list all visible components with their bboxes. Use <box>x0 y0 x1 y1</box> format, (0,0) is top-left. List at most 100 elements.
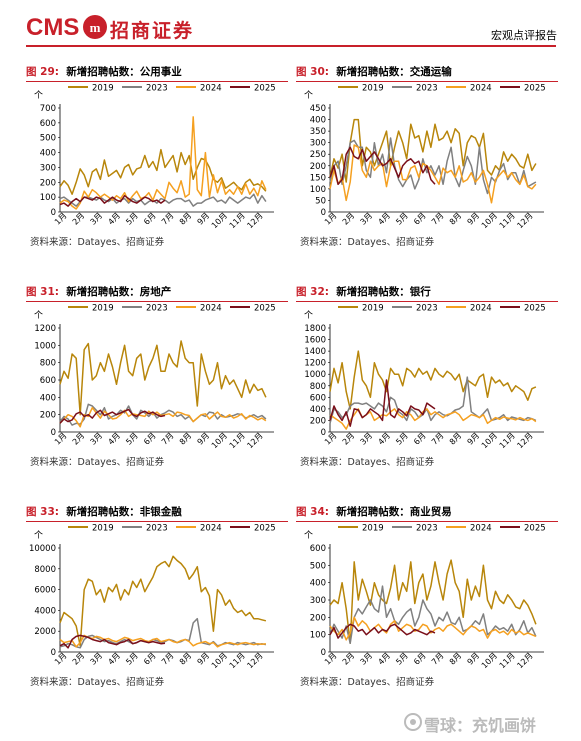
x-tick-label: 11月 <box>498 211 517 230</box>
x-tick-label: 2月 <box>71 211 87 227</box>
legend-label-2023: 2023 <box>146 524 168 534</box>
chart-title: 图 31: 新增招聘帖数：房地产 <box>26 284 288 302</box>
y-axis-unit: 个 <box>34 90 43 101</box>
x-tick-label: 8月 <box>448 211 464 227</box>
x-tick-label: 12月 <box>245 211 264 230</box>
y-tick-label: 400 <box>310 116 326 126</box>
figure-number: 图 30: <box>296 66 329 78</box>
y-axis-unit: 个 <box>304 90 313 101</box>
legend-label-2024: 2024 <box>200 84 222 94</box>
chart-panel-nonbank-finance: 图 33: 新增招聘帖数：非银金融 个 2019 2023 2024 2025 0 2000… <box>26 504 288 704</box>
x-tick-label: 8月 <box>178 431 194 447</box>
y-tick-label: 600 <box>40 376 56 386</box>
y-tick-label: 1800 <box>304 324 326 334</box>
y-tick-label: 6000 <box>34 586 56 596</box>
x-tick-label: 2月 <box>341 651 357 667</box>
legend-label-2025: 2025 <box>524 304 546 314</box>
x-tick-label: 4月 <box>106 651 122 667</box>
y-tick-label: 1200 <box>304 359 326 369</box>
y-tick-label: 100 <box>310 631 326 641</box>
brand-logo-cms: CMS <box>26 14 80 41</box>
x-tick-label: 10月 <box>480 211 499 230</box>
y-tick-label: 700 <box>40 104 56 114</box>
y-tick-label: 200 <box>310 416 326 426</box>
figure-number: 图 31: <box>26 286 59 298</box>
y-tick-label: 300 <box>310 596 326 606</box>
x-tick-label: 12月 <box>515 431 534 450</box>
series-line-2025 <box>59 408 166 424</box>
legend-label-2025: 2025 <box>254 84 276 94</box>
y-tick-label: 0 <box>321 648 326 658</box>
source-note: 资料来源：Datayes、招商证券 <box>30 237 165 248</box>
series-line-2024 <box>59 116 267 210</box>
series-line-2023 <box>59 617 267 649</box>
chart-panel-commerce-trade: 图 34: 新增招聘帖数：商业贸易 个 2019 2023 2024 2025 0 100 2… <box>296 504 558 704</box>
y-tick-label: 0 <box>51 208 56 218</box>
series-line-2023 <box>329 585 537 645</box>
legend-label-2019: 2019 <box>92 304 114 314</box>
series-line-2025 <box>329 379 436 427</box>
chart-title-text: 新增招聘帖数：商业贸易 <box>336 506 452 518</box>
legend-label-2023: 2023 <box>146 304 168 314</box>
x-tick-label: 12月 <box>245 651 264 670</box>
chart-title: 图 32: 新增招聘帖数：银行 <box>296 284 558 302</box>
legend-label-2023: 2023 <box>146 84 168 94</box>
series-line-2025 <box>59 194 166 207</box>
x-tick-label: 6月 <box>412 651 428 667</box>
x-tick-label: 10月 <box>210 651 229 670</box>
x-tick-label: 4月 <box>376 431 392 447</box>
x-tick-label: 7月 <box>430 211 446 227</box>
x-tick-label: 5月 <box>394 431 410 447</box>
y-tick-label: 200 <box>310 162 326 172</box>
y-tick-label: 400 <box>310 405 326 415</box>
x-tick-label: 12月 <box>245 431 264 450</box>
x-tick-label: 8月 <box>448 651 464 667</box>
y-tick-label: 1000 <box>34 341 56 351</box>
y-tick-label: 500 <box>40 134 56 144</box>
series-line-2024 <box>329 144 537 204</box>
y-tick-label: 0 <box>321 428 326 438</box>
series-line-2019 <box>329 559 537 645</box>
x-tick-label: 10月 <box>210 211 229 230</box>
chart-title: 图 30: 新增招聘帖数：交通运输 <box>296 64 558 82</box>
y-tick-label: 400 <box>40 149 56 159</box>
chart-panel-banking: 图 32: 新增招聘帖数：银行 个 2019 2023 2024 2025 0 200 400… <box>296 284 558 484</box>
x-tick-label: 7月 <box>160 651 176 667</box>
y-tick-label: 400 <box>40 393 56 403</box>
x-tick-label: 6月 <box>142 431 158 447</box>
figure-number: 图 34: <box>296 506 329 518</box>
y-tick-label: 500 <box>310 561 326 571</box>
legend-label-2023: 2023 <box>416 304 438 314</box>
x-tick-label: 11月 <box>228 431 247 450</box>
x-tick-label: 10月 <box>480 431 499 450</box>
x-tick-label: 6月 <box>412 211 428 227</box>
series-line-2025 <box>329 623 436 639</box>
legend-label-2019: 2019 <box>362 524 384 534</box>
x-tick-label: 4月 <box>106 431 122 447</box>
series-line-2023 <box>329 137 537 195</box>
x-tick-label: 6月 <box>142 211 158 227</box>
chart-title: 图 29: 新增招聘帖数：公用事业 <box>26 64 288 82</box>
x-tick-label: 12月 <box>515 651 534 670</box>
x-tick-label: 3月 <box>89 651 105 667</box>
y-tick-label: 50 <box>315 196 326 206</box>
y-tick-label: 150 <box>310 173 326 183</box>
y-tick-label: 200 <box>40 178 56 188</box>
x-tick-label: 3月 <box>89 431 105 447</box>
legend-label-2024: 2024 <box>470 84 492 94</box>
series-line-2024 <box>59 406 267 428</box>
legend-label-2025: 2025 <box>254 304 276 314</box>
line-chart: 个 2019 2023 2024 2025 0 2000 4000 6000 8000 10000 1… <box>29 524 276 671</box>
y-tick-label: 1400 <box>304 347 326 357</box>
y-axis-unit: 个 <box>34 530 43 541</box>
x-tick-label: 3月 <box>359 431 375 447</box>
chart-title: 图 33: 新增招聘帖数：非银金融 <box>26 504 288 522</box>
y-axis-unit: 个 <box>304 530 313 541</box>
x-tick-label: 2月 <box>71 651 87 667</box>
x-tick-label: 6月 <box>142 651 158 667</box>
x-tick-label: 4月 <box>376 651 392 667</box>
legend-label-2024: 2024 <box>470 524 492 534</box>
x-tick-label: 4月 <box>376 211 392 227</box>
legend-label-2019: 2019 <box>92 84 114 94</box>
